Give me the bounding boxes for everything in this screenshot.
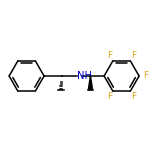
Text: NH: NH [77, 71, 92, 81]
Text: F: F [131, 92, 136, 101]
Text: F: F [131, 51, 136, 60]
Text: F: F [143, 71, 148, 81]
Text: F: F [107, 51, 112, 60]
Polygon shape [88, 76, 93, 90]
Text: F: F [107, 92, 112, 101]
